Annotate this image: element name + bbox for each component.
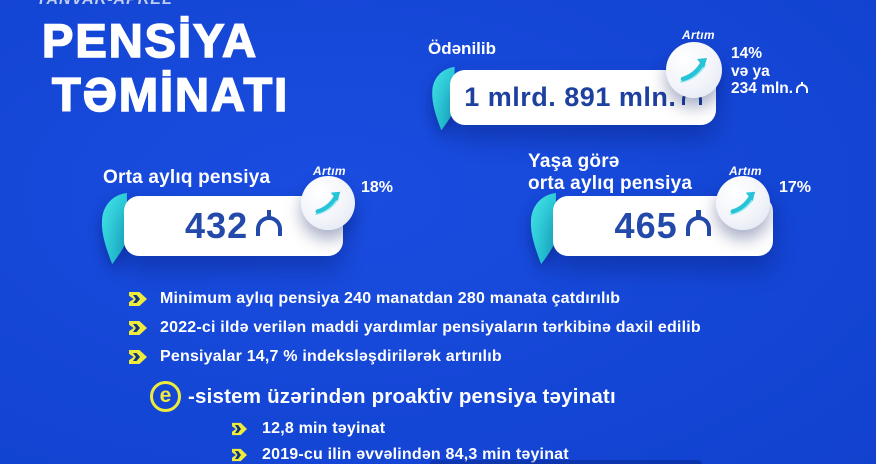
- paid-growth-amount: 234 mln.: [731, 80, 794, 97]
- list-item-text: Minimum aylıq pensiya 240 manatdan 280 m…: [160, 290, 621, 307]
- stat-age-pension-value: 465: [614, 205, 678, 246]
- stat-average-pension-value: 432: [185, 205, 249, 246]
- chevron-bullet-icon: [129, 291, 147, 307]
- manat-symbol-icon: [796, 82, 808, 94]
- stat-age-pension-label-line2: orta aylıq pensiya: [528, 173, 693, 194]
- list-item: 2019-cu ilin əvvəlindən 84,3 min təyinat: [232, 446, 569, 464]
- list-item: Minimum aylıq pensiya 240 manatdan 280 m…: [129, 290, 701, 308]
- stat-age-pension-label: Yaşa görə orta aylıq pensiya: [528, 151, 692, 195]
- growth-label: Artım: [313, 164, 346, 178]
- chevron-bullet-icon: [129, 349, 147, 365]
- paid-growth-percent: 14%: [731, 45, 763, 62]
- partial-next-card-edge: [430, 460, 702, 464]
- card-accent-leaf: [428, 66, 458, 137]
- growth-badge: [301, 176, 355, 230]
- list-item-text: 12,8 min təyinat: [262, 420, 386, 437]
- growth-label: Artım: [729, 164, 762, 178]
- page-title-line2: TƏMİNATI: [51, 67, 290, 122]
- page-title: PENSİYA TƏMİNATI: [41, 13, 290, 122]
- stat-age-pension-label-line1: Yaşa görə: [528, 151, 620, 172]
- chevron-bullet-icon: [129, 320, 147, 336]
- manat-symbol-icon: [256, 209, 282, 237]
- list-item-text: 2019-cu ilin əvvəlindən 84,3 min təyinat: [262, 446, 569, 463]
- paid-growth-text: 14% və ya 234 mln.: [731, 45, 808, 98]
- card-accent-leaf: [99, 192, 129, 271]
- growth-arrow-icon: [729, 191, 756, 216]
- card-accent-leaf: [528, 192, 558, 271]
- period-label: YANVAR-APREL: [36, 0, 173, 9]
- paid-value: 1 mlrd. 891 mln.: [464, 82, 677, 112]
- stat-average-pension-label: Orta aylıq pensiya: [103, 167, 271, 188]
- list-item: Pensiyalar 14,7 % indeksləşdirilərək art…: [129, 348, 701, 366]
- stat-average-pension-growth: 18%: [361, 179, 394, 196]
- esystem-heading: e -sistem üzərindən proaktiv pensiya təy…: [150, 381, 616, 412]
- esystem-heading-text: -sistem üzərindən proaktiv pensiya təyin…: [188, 384, 616, 408]
- list-item-text: Pensiyalar 14,7 % indeksləşdirilərək art…: [160, 348, 502, 365]
- facts-list: Minimum aylıq pensiya 240 manatdan 280 m…: [129, 290, 701, 366]
- growth-badge: [666, 42, 722, 98]
- chevron-bullet-icon: [232, 448, 247, 462]
- growth-arrow-icon: [680, 58, 707, 83]
- growth-label: Artım: [682, 28, 715, 42]
- list-item-text: 2022-ci ildə verilən maddi yardımlar pen…: [160, 319, 701, 336]
- page-title-line1: PENSİYA: [41, 13, 259, 68]
- list-item: 12,8 min təyinat: [232, 420, 569, 438]
- manat-symbol-icon: [685, 209, 712, 237]
- egov-logo-icon: e: [150, 381, 181, 412]
- growth-arrow-icon: [314, 191, 341, 216]
- stat-age-pension-growth: 17%: [779, 179, 812, 196]
- list-item: 2022-ci ildə verilən maddi yardımlar pen…: [129, 319, 701, 337]
- esystem-list: 12,8 min təyinat 2019-cu ilin əvvəlindən…: [232, 420, 569, 464]
- chevron-bullet-icon: [232, 422, 247, 436]
- paid-label: Ödənilib: [428, 39, 496, 58]
- paid-growth-or: və ya: [731, 62, 770, 80]
- growth-badge: [716, 176, 770, 230]
